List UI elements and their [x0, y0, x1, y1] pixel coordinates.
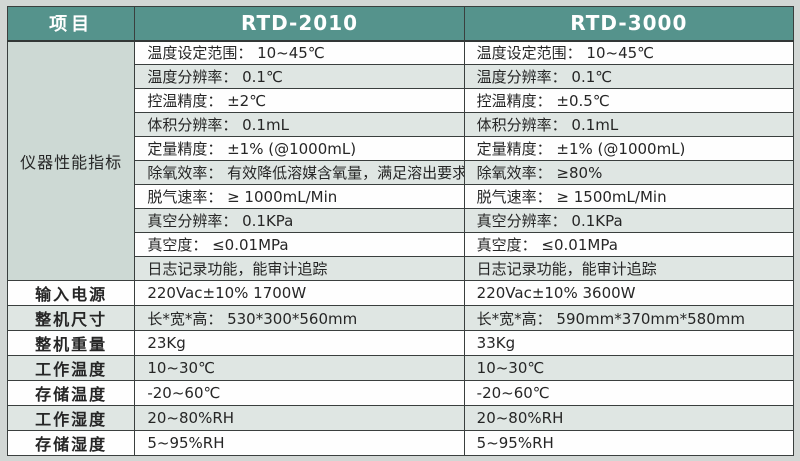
table-row: 温度分辨率： 0.1℃ 温度分辨率： 0.1℃: [8, 64, 795, 89]
table-row: 仪器性能指标 温度设定范围： 10~45℃ 温度设定范围： 10~45℃: [6, 40, 795, 281]
group-label-performance: 仪器性能指标: [6, 40, 136, 281]
spec-rtd2010-storage-humidity: 5~95%RH: [134, 430, 465, 456]
spec-rtd2010-working-humidity: 20~80%RH: [134, 405, 465, 431]
spec-rtd3000-working-temp: 10~30℃: [463, 355, 795, 381]
table-row: 脱气速率： ≥ 1000mL/Min 脱气速率： ≥ 1500mL/Min: [8, 184, 795, 209]
perf-rtd3000-vacuum-degree: 真空度： ≤0.01MPa: [463, 232, 795, 257]
perf-rtd2010-volume-resolution: 体积分辨率： 0.1mL: [134, 112, 465, 137]
spec-rtd3000-input-power: 220Vac±10% 3600W: [463, 280, 795, 306]
perf-rtd2010-temp-resolution: 温度分辨率： 0.1℃: [134, 64, 465, 89]
table-row: 输入电源 220Vac±10% 1700W 220Vac±10% 3600W: [6, 280, 795, 306]
perf-rtd2010-vacuum-degree: 真空度： ≤0.01MPa: [134, 232, 465, 257]
perf-rtd3000-log-audit: 日志记录功能，能审计追踪: [463, 256, 795, 281]
spec-rtd3000-weight: 33Kg: [463, 330, 795, 356]
spec-rtd2010-dimensions: 长*宽*高： 530*300*560mm: [134, 305, 465, 331]
spec-rtd2010-storage-temp: -20~60℃: [134, 380, 465, 406]
table-row: 工作湿度 20~80%RH 20~80%RH: [6, 405, 795, 431]
perf-rtd3000-vacuum-resolution: 真空分辨率： 0.1KPa: [463, 208, 795, 233]
perf-rtd3000-dosing-accuracy: 定量精度： ±1% (@1000mL): [463, 136, 795, 161]
perf-rtd2010-degas-rate: 脱气速率： ≥ 1000mL/Min: [134, 184, 465, 209]
perf-rtd2010-vacuum-resolution: 真空分辨率： 0.1KPa: [134, 208, 465, 233]
spec-label-storage-temp: 存储温度: [6, 380, 136, 406]
spec-rtd3000-storage-temp: -20~60℃: [463, 380, 795, 406]
spec-label-working-temp: 工作温度: [6, 355, 136, 381]
table-row: 定量精度： ±1% (@1000mL) 定量精度： ±1% (@1000mL): [8, 136, 795, 161]
perf-rtd3000-temp-accuracy: 控温精度： ±0.5℃: [463, 88, 795, 113]
spec-rtd2010-input-power: 220Vac±10% 1700W: [134, 280, 465, 306]
perf-rtd2010-deoxygen-efficiency: 除氧效率： 有效降低溶媒含氧量，满足溶出要求: [134, 160, 465, 185]
table-row: 体积分辨率： 0.1mL 体积分辨率： 0.1mL: [8, 112, 795, 137]
header-rtd-2010: RTD-2010: [134, 6, 465, 42]
table-row: 存储湿度 5~95%RH 5~95%RH: [6, 430, 795, 456]
perf-rtd2010-dosing-accuracy: 定量精度： ±1% (@1000mL): [134, 136, 465, 161]
perf-rtd2010-temp-range: 温度设定范围： 10~45℃: [134, 40, 465, 65]
spec-label-dimensions: 整机尺寸: [6, 305, 136, 331]
spec-rtd3000-storage-humidity: 5~95%RH: [463, 430, 795, 456]
table-row: 整机尺寸 长*宽*高： 530*300*560mm 长*宽*高： 590mm*3…: [6, 305, 795, 331]
table-row: 整机重量 23Kg 33Kg: [6, 330, 795, 356]
table-header-row: 项目 RTD-2010 RTD-3000: [6, 6, 795, 42]
table-row: 工作温度 10~30℃ 10~30℃: [6, 355, 795, 381]
perf-rtd2010-log-audit: 日志记录功能，能审计追踪: [134, 256, 465, 281]
spec-label-weight: 整机重量: [6, 330, 136, 356]
perf-rtd3000-deoxygen-efficiency: 除氧效率： ≥80%: [463, 160, 795, 185]
spec-label-storage-humidity: 存储湿度: [6, 430, 136, 456]
spec-comparison-table: 项目 RTD-2010 RTD-3000 仪器性能指标 温度设定范围： 10~4…: [6, 6, 795, 456]
header-item-column: 项目: [6, 6, 136, 42]
table-row: 真空度： ≤0.01MPa 真空度： ≤0.01MPa: [8, 232, 795, 257]
spec-rtd3000-dimensions: 长*宽*高： 590mm*370mm*580mm: [463, 305, 795, 331]
spec-rtd2010-working-temp: 10~30℃: [134, 355, 465, 381]
spec-label-working-humidity: 工作湿度: [6, 405, 136, 431]
spec-rtd2010-weight: 23Kg: [134, 330, 465, 356]
perf-rtd3000-temp-resolution: 温度分辨率： 0.1℃: [463, 64, 795, 89]
header-rtd-3000: RTD-3000: [463, 6, 795, 42]
table-row: 除氧效率： 有效降低溶媒含氧量，满足溶出要求 除氧效率： ≥80%: [8, 160, 795, 185]
spec-label-input-power: 输入电源: [6, 280, 136, 306]
perf-rtd2010-temp-accuracy: 控温精度： ±2℃: [134, 88, 465, 113]
table-row: 真空分辨率： 0.1KPa 真空分辨率： 0.1KPa: [8, 208, 795, 233]
perf-rtd3000-volume-resolution: 体积分辨率： 0.1mL: [463, 112, 795, 137]
table-row: 存储温度 -20~60℃ -20~60℃: [6, 380, 795, 406]
spec-rtd3000-working-humidity: 20~80%RH: [463, 405, 795, 431]
perf-rtd3000-degas-rate: 脱气速率： ≥ 1500mL/Min: [463, 184, 795, 209]
perf-rtd3000-temp-range: 温度设定范围： 10~45℃: [463, 40, 795, 65]
